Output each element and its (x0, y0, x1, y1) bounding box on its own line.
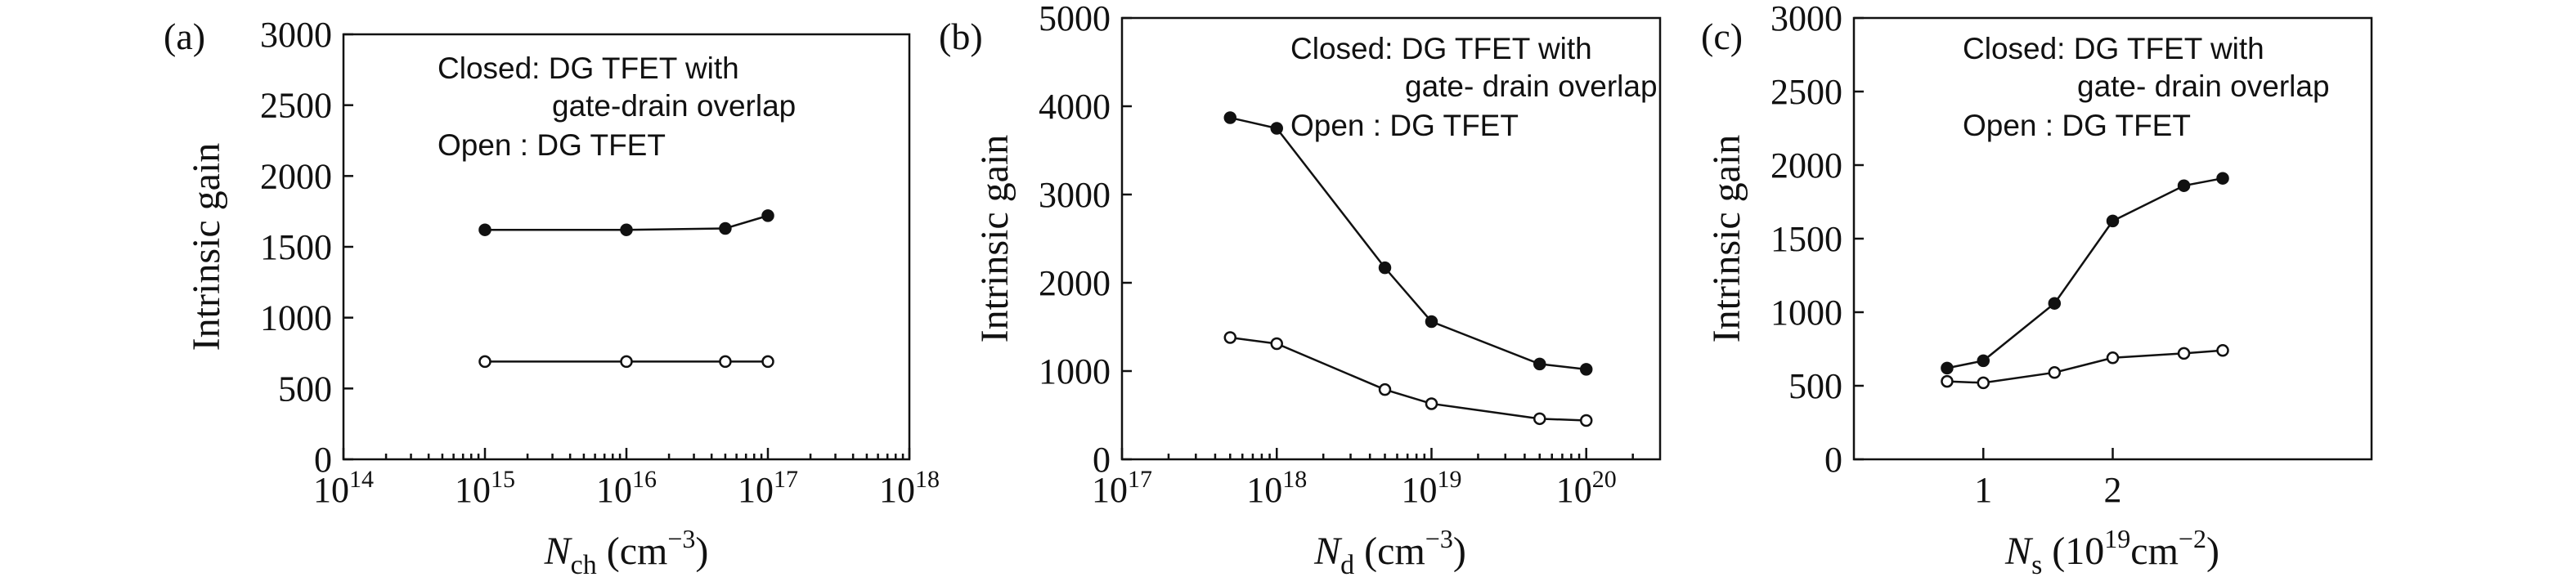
legend-entry: gate- drain overlap (2077, 69, 2330, 103)
legend-entry: gate- drain overlap (1405, 69, 1658, 103)
legend-entry: gate-drain overlap (552, 89, 796, 123)
data-point-open (2177, 347, 2191, 360)
x-axis-label: Ns (1019cm−2) (2004, 524, 2219, 580)
data-point-open (1223, 331, 1237, 344)
data-point-closed (1579, 363, 1593, 376)
data-point-open (2216, 344, 2229, 357)
y-tick-label: 3000 (260, 15, 332, 55)
chart-panel-b: (b) 0 1000 2000 3000 4000 5000 1017 1018 1019 1020… (939, 0, 1662, 580)
panel-label: (c) (1701, 16, 1743, 57)
x-tick-label: 1020 (1556, 466, 1617, 510)
y-tick-label: 1000 (260, 298, 332, 338)
x-tick-label: 2 (2104, 470, 2122, 510)
panel-label: (b) (939, 16, 983, 57)
legend-entry: Open : DG TFET (438, 128, 666, 162)
data-point-closed (1977, 354, 1990, 368)
x-axis-label: Nd (cm−3) (1313, 524, 1466, 580)
data-point-closed (719, 221, 732, 235)
chart-panel-c: (c) 0 500 1000 1500 2000 2500 3000 1 2 Closed: DG … (1701, 0, 2373, 580)
series-line-closed (1946, 177, 2224, 369)
data-point-open (620, 355, 633, 369)
y-tick-label: 500 (1788, 366, 1842, 406)
data-point-closed (1270, 122, 1283, 135)
data-point-closed (1941, 361, 1954, 375)
legend-entry: Closed: DG TFET with (1290, 32, 1592, 65)
data-point-open (761, 355, 774, 369)
y-tick-label: 1000 (1770, 293, 1842, 333)
data-point-open (2106, 351, 2120, 365)
x-tick-label: 1 (1974, 470, 1992, 510)
data-point-open (1533, 412, 1546, 426)
y-axis-label: Intrinsic gain (185, 143, 228, 351)
y-axis-label: Intrinsic gain (1705, 135, 1748, 343)
panel-label: (a) (164, 16, 205, 57)
y-tick-label: 2000 (260, 156, 332, 196)
y-tick-label: 2500 (1770, 72, 1842, 112)
x-tick-label: 1018 (879, 466, 940, 510)
x-tick-label: 1016 (596, 466, 657, 510)
data-point-closed (2216, 172, 2229, 185)
data-point-open (1941, 374, 1954, 388)
data-point-closed (478, 223, 491, 236)
series-line-open (1230, 336, 1586, 422)
y-tick-label: 1000 (1039, 351, 1111, 391)
y-tick-label: 0 (1824, 440, 1842, 480)
data-point-closed (2048, 297, 2062, 310)
plot-frame (1120, 16, 1662, 461)
x-tick-label: 1015 (455, 466, 515, 510)
legend-entry: Open : DG TFET (1963, 109, 2191, 142)
y-tick-label: 0 (314, 440, 332, 480)
series-line-closed (1229, 116, 1586, 371)
x-tick-label: 1014 (313, 466, 374, 510)
y-tick-label: 3000 (1770, 0, 1842, 38)
x-axis-label: Nch (cm−3) (544, 524, 709, 580)
data-point-open (1425, 397, 1438, 410)
data-point-closed (2106, 214, 2120, 228)
data-point-open (2048, 366, 2062, 379)
legend-entry: Closed: DG TFET with (1963, 32, 2264, 65)
y-tick-label: 2000 (1039, 263, 1111, 303)
data-point-closed (1533, 357, 1546, 371)
x-tick-label: 1018 (1246, 466, 1307, 510)
y-tick-label: 3000 (1039, 175, 1111, 215)
y-tick-label: 0 (1093, 440, 1111, 480)
y-tick-label: 1500 (260, 227, 332, 267)
chart-panel-a: (a) 0 500 1000 1500 2000 2500 3000 1014 1015 1016 1… (164, 15, 940, 580)
data-point-open (1270, 337, 1283, 351)
y-tick-label: 2000 (1770, 145, 1842, 186)
y-tick-label: 500 (278, 369, 332, 409)
y-tick-label: 4000 (1039, 87, 1111, 127)
data-point-closed (620, 223, 633, 236)
data-point-open (478, 355, 491, 369)
x-tick-label: 1017 (1092, 466, 1152, 510)
series-line-closed (485, 214, 769, 231)
data-point-closed (1425, 315, 1438, 329)
legend-entry: Closed: DG TFET with (438, 51, 739, 85)
data-point-closed (1378, 261, 1392, 275)
data-point-open (1579, 414, 1593, 427)
data-point-closed (2177, 179, 2191, 192)
y-axis-label: Intrinsic gain (973, 135, 1016, 343)
y-tick-label: 5000 (1039, 0, 1111, 38)
data-point-open (1977, 376, 1990, 390)
x-tick-label: 1017 (738, 466, 798, 510)
x-tick-label: 1019 (1401, 466, 1461, 510)
y-tick-label: 2500 (260, 86, 332, 126)
data-point-closed (761, 209, 774, 222)
data-point-closed (1223, 111, 1237, 124)
y-tick-label: 1500 (1770, 219, 1842, 259)
data-point-open (719, 355, 732, 369)
legend-entry: Open : DG TFET (1290, 109, 1519, 142)
data-point-open (1378, 382, 1392, 396)
